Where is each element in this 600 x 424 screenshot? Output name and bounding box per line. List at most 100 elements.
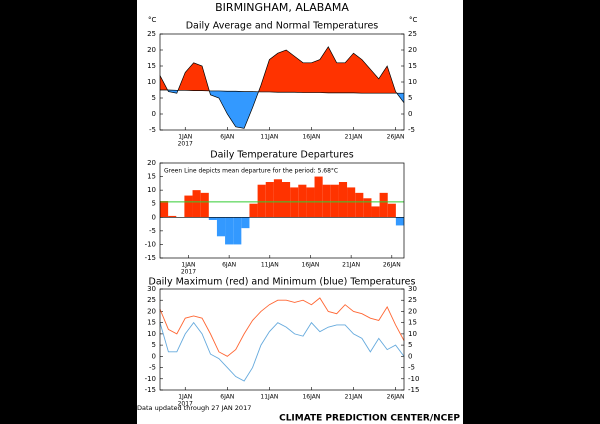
line: [159, 321, 405, 382]
bar: [322, 184, 331, 218]
bar: [306, 187, 315, 218]
y-tick-label-right: 5: [408, 341, 412, 349]
line: [160, 89, 404, 94]
y-tick-label-right: 20: [408, 46, 417, 54]
plot-frame: [159, 33, 405, 131]
y-tick-label: -5: [149, 227, 156, 235]
y-tick-label-right: 15: [408, 62, 417, 70]
y-tick-label: 20: [147, 307, 156, 315]
credit: CLIMATE PREDICTION CENTER/NCEP: [279, 414, 460, 424]
y-unit: °C: [148, 16, 157, 24]
x-tick-label: 16JAN: [302, 394, 320, 401]
y-tick-label-right: 30: [408, 285, 417, 293]
y-tick-label: 25: [147, 30, 156, 38]
y-tick-label: 5: [152, 200, 156, 208]
chart-title: Daily Temperature Departures: [210, 150, 353, 161]
x-tick-label: 6JAN: [222, 262, 236, 269]
y-tick-label: 20: [147, 46, 156, 54]
bar: [192, 190, 201, 218]
y-tick-label: -10: [145, 240, 156, 248]
y-tick-label: 25: [147, 296, 156, 304]
bar: [225, 217, 234, 245]
y-tick-label: 10: [147, 186, 156, 194]
y-tick-label: 15: [147, 319, 156, 327]
bar: [290, 187, 299, 218]
y-tick-label-right: 0: [408, 352, 412, 360]
y-tick-label: -15: [145, 254, 156, 262]
y-tick-label: 0: [152, 110, 156, 118]
bar: [208, 217, 217, 220]
x-tick-label: 21JAN: [345, 394, 363, 401]
bar: [363, 198, 372, 218]
x-tick-label: 16JAN: [302, 262, 320, 269]
y-tick-label: 10: [147, 330, 156, 338]
bar: [387, 203, 396, 218]
y-tick-label-right: -5: [408, 364, 415, 372]
y-tick-label-right: -15: [408, 386, 419, 394]
bar: [265, 182, 274, 218]
x-tick-label: 11JAN: [260, 394, 278, 401]
x-tick-label: 26JAN: [387, 134, 405, 141]
bar: [314, 176, 323, 218]
bar: [338, 182, 348, 218]
bar: [257, 184, 266, 218]
x-tick-label: 21JAN: [342, 262, 360, 269]
bar: [379, 192, 388, 218]
updated-note: Data updated through 27 JAN 2017: [137, 404, 251, 412]
bar: [298, 184, 307, 218]
y-tick-label: 15: [147, 173, 156, 181]
x-tick-label: 1JAN: [178, 394, 192, 401]
y-tick-label: 5: [152, 94, 156, 102]
y-tick-label: -5: [149, 126, 156, 134]
y-tick-label: -10: [145, 375, 156, 383]
bar: [395, 217, 404, 226]
plot-frame: [159, 288, 405, 391]
line: [159, 46, 405, 129]
x-sublabel: 2017: [178, 141, 193, 148]
area-above: [160, 46, 404, 94]
y-tick-label: 10: [147, 78, 156, 86]
x-tick-label: 6JAN: [220, 394, 234, 401]
x-tick-label: 11JAN: [260, 134, 278, 141]
chart-title: Daily Maximum (red) and Minimum (blue) T…: [149, 277, 416, 288]
chart-title: Daily Average and Normal Temperatures: [186, 21, 379, 32]
y-tick-label-right: -5: [408, 126, 415, 134]
x-tick-label: 26JAN: [383, 262, 401, 269]
y-unit-right: °C: [409, 16, 418, 24]
bar: [168, 215, 177, 218]
x-sublabel: 2017: [178, 401, 193, 408]
bar: [249, 203, 258, 218]
y-tick-label: 0: [152, 213, 156, 221]
plot-frame: [159, 162, 405, 259]
y-tick-label: 15: [147, 62, 156, 70]
x-tick-label: 11JAN: [261, 262, 279, 269]
y-tick-label-right: 0: [408, 110, 412, 118]
x-tick-label: 21JAN: [345, 134, 363, 141]
x-tick-label: 16JAN: [302, 134, 320, 141]
bar: [371, 206, 380, 218]
x-tick-label: 1JAN: [178, 134, 192, 141]
y-tick-label-right: 10: [408, 78, 417, 86]
y-tick-label-right: 5: [408, 94, 412, 102]
bar: [347, 187, 356, 218]
bar: [184, 195, 193, 218]
bar: [273, 179, 282, 218]
y-tick-label-right: 10: [408, 330, 417, 338]
bar: [330, 184, 339, 218]
y-tick-label-right: 15: [408, 319, 417, 327]
bar: [355, 192, 364, 218]
y-tick-label-right: 20: [408, 307, 417, 315]
x-tick-label: 26JAN: [387, 394, 405, 401]
x-tick-label: 6JAN: [220, 134, 234, 141]
y-tick-label-right: 25: [408, 30, 417, 38]
y-tick-label: -15: [145, 386, 156, 394]
y-tick-label-right: -10: [408, 375, 419, 383]
y-tick-label: 30: [147, 285, 156, 293]
bar: [160, 201, 169, 218]
x-sublabel: 2017: [181, 269, 196, 276]
y-tick-label: 0: [152, 352, 156, 360]
y-tick-label-right: 25: [408, 296, 417, 304]
page-title: BIRMINGHAM, ALABAMA: [215, 1, 349, 14]
bar: [282, 182, 291, 218]
